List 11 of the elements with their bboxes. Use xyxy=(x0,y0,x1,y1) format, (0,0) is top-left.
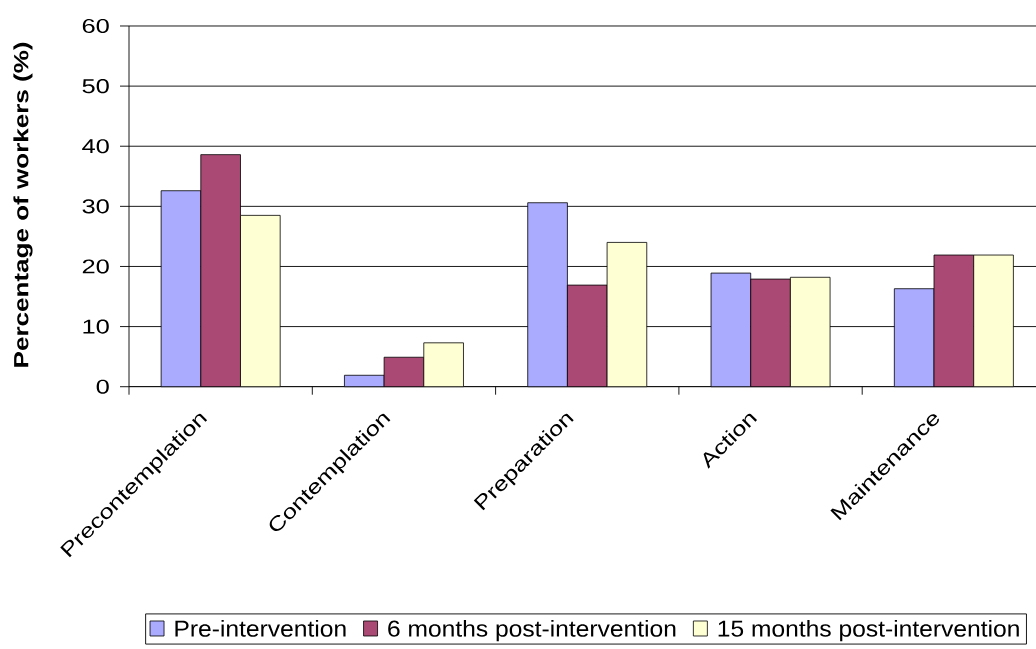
y-tick-label: 40 xyxy=(82,139,109,154)
y-tick-label: 20 xyxy=(82,259,109,274)
legend-label: Pre-intervention xyxy=(175,619,346,637)
y-tick-label: 30 xyxy=(82,199,109,214)
y-tick-label: 50 xyxy=(82,79,109,94)
y-tick-label: 60 xyxy=(82,18,109,34)
legend-label: 6 months post-intervention xyxy=(388,619,676,642)
legend-label: 15 months post-intervention xyxy=(718,619,1019,642)
y-axis-title: Percentage of workers (%) xyxy=(13,42,33,367)
y-tick-label: 0 xyxy=(96,379,109,394)
y-tick-label: 10 xyxy=(83,319,109,334)
